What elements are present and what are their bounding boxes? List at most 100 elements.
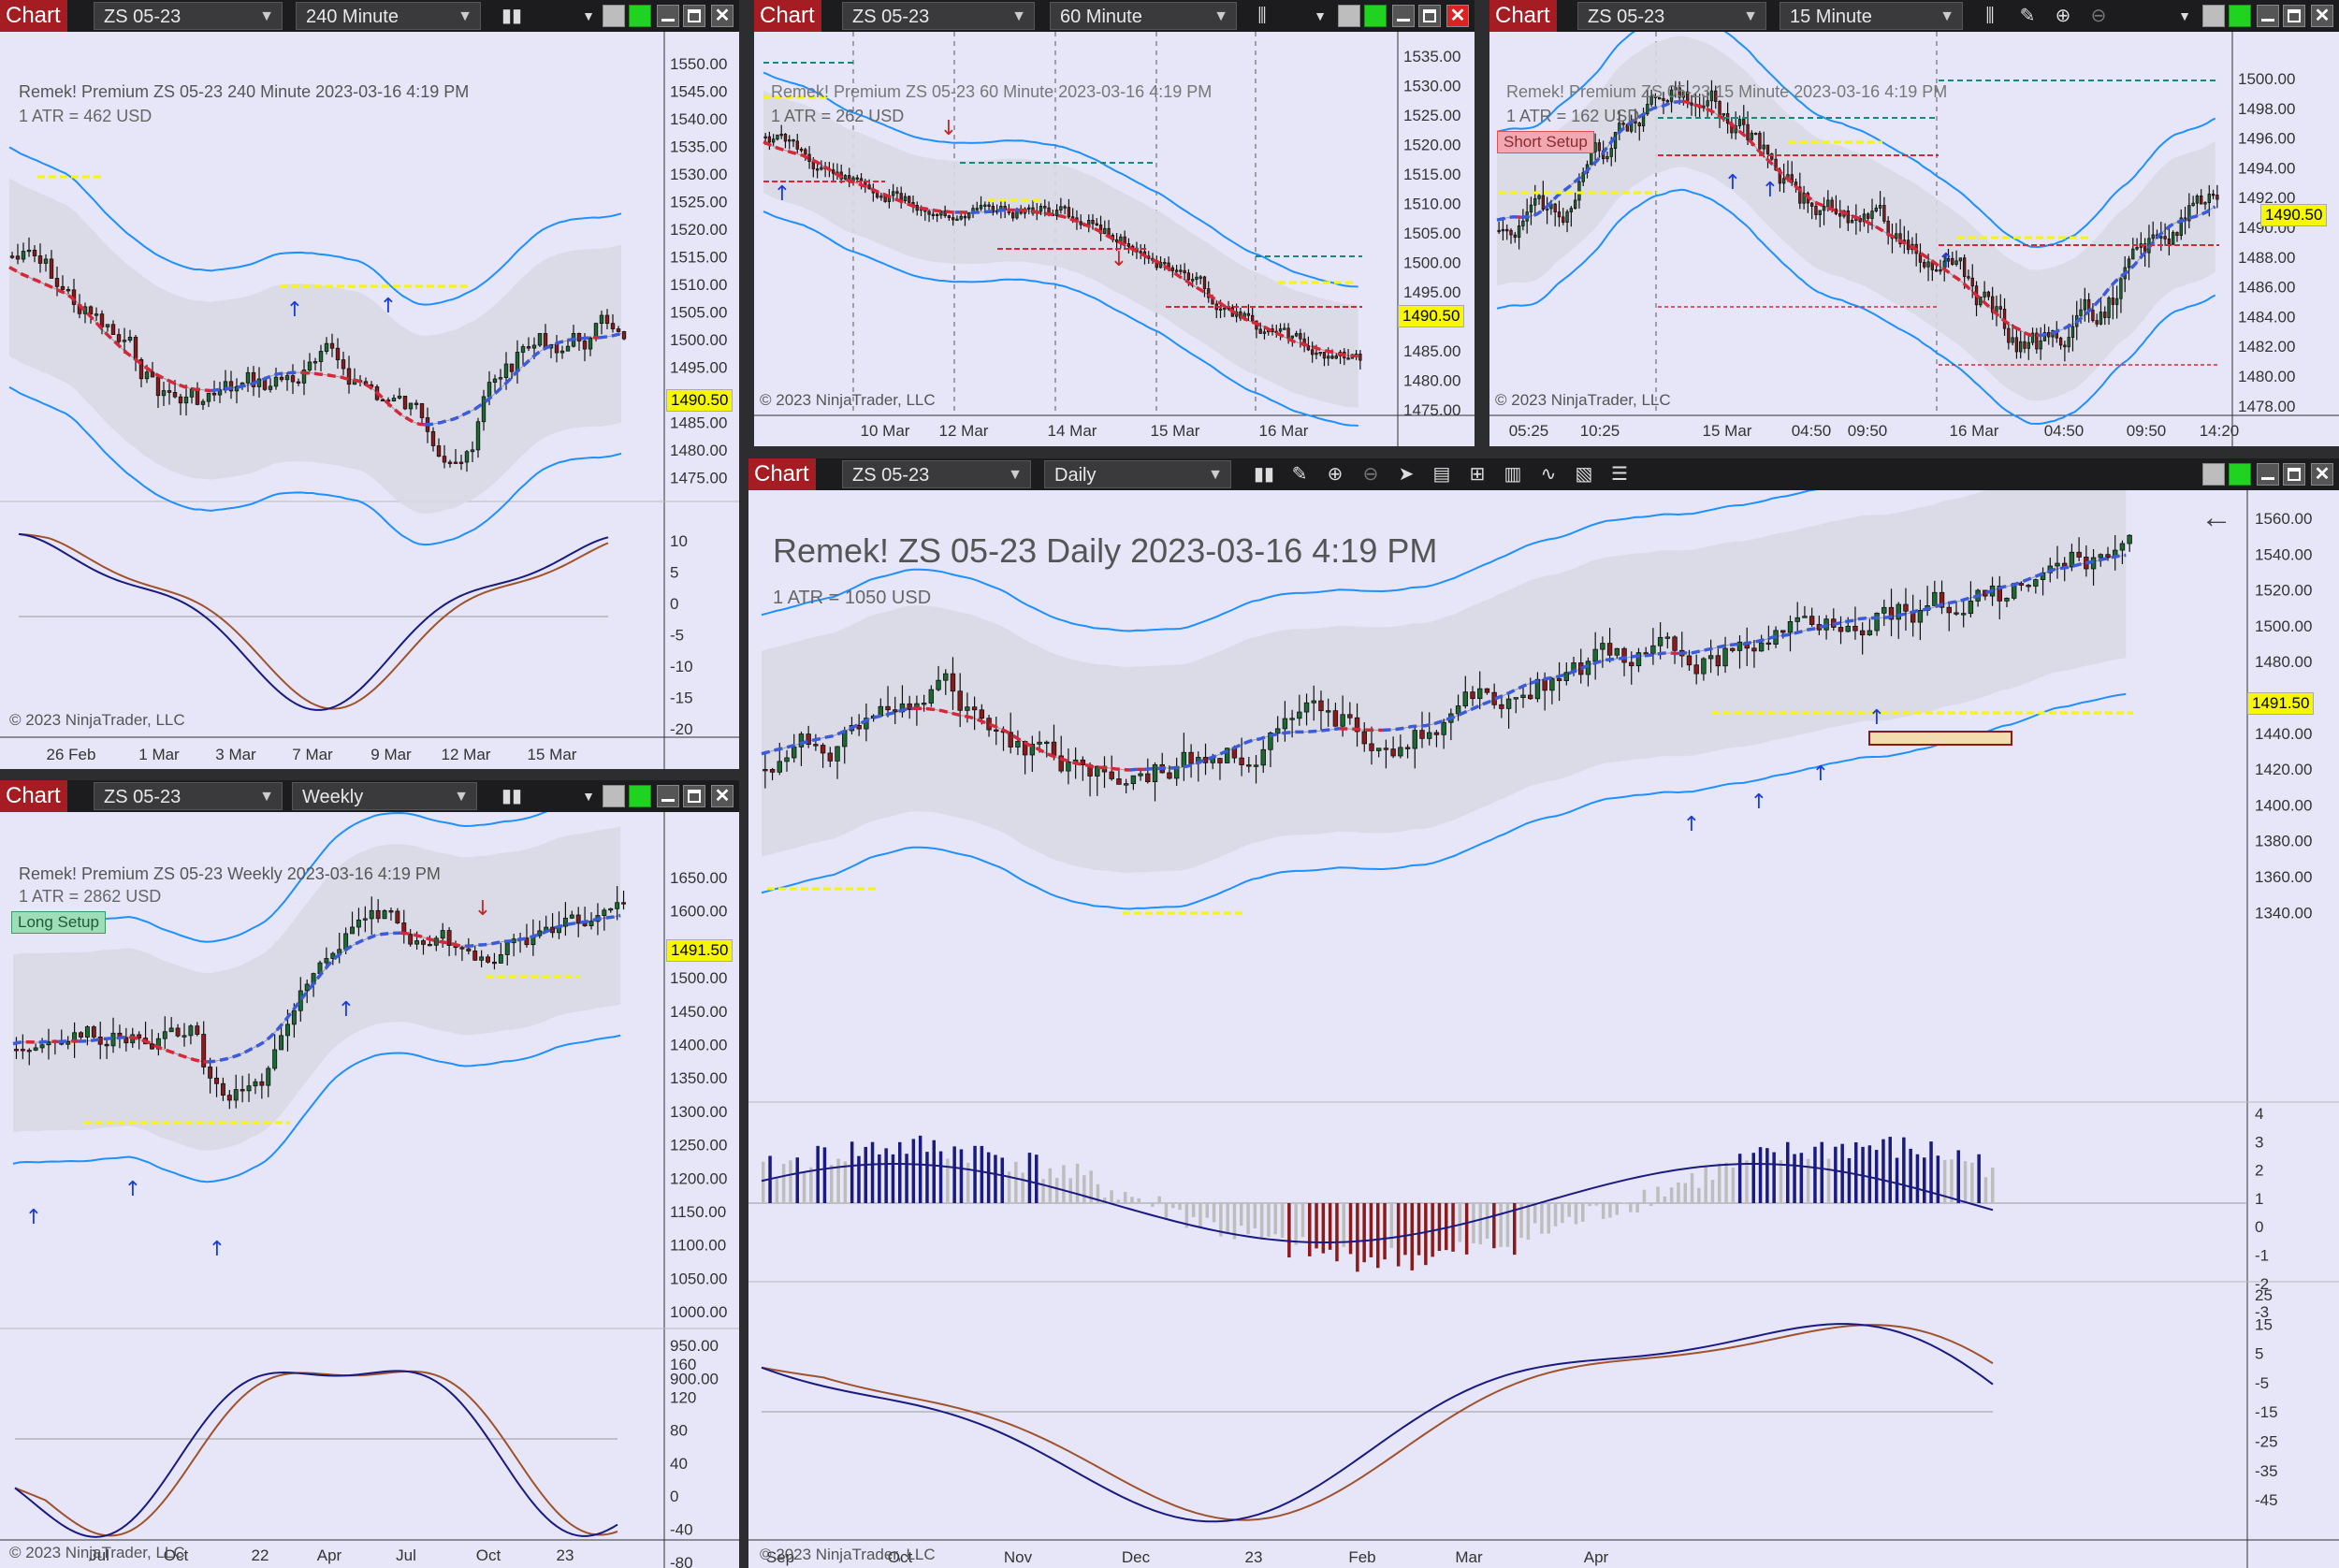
chart-plot-area[interactable]: ↑ ↓ ↓ 1535.00 1530.00 1525.00 1520.00 1515.00 15… [754, 32, 1475, 446]
data-box-icon[interactable]: ▤ [1432, 464, 1451, 485]
instrument-selector[interactable]: ZS 05-23 ▼ [94, 782, 283, 810]
close-button[interactable]: ✕ [1446, 5, 1469, 27]
chart-toolbar: Chart ZS 05-23 ▼ 15 Minute ▼ ⫼ ✎ ⊕ ⊖ ▼ ✕ [1489, 0, 2339, 32]
chart-canvas[interactable]: ↑ ↓ ↓ 1535.00 1530.00 1525.00 1520.00 1515.00 15… [754, 32, 1475, 446]
zoom-out-icon[interactable]: ⊖ [1362, 464, 1379, 485]
chart-window-weekly[interactable]: Chart ZS 05-23 ▼ Weekly ▼ ▮▮ ▼ ✕ ↑ ↑ ↑ ↑ ↓ 1650… [0, 780, 739, 1568]
link-indicator-button[interactable] [1364, 5, 1387, 27]
close-button[interactable]: ✕ [711, 785, 734, 807]
zoom-in-icon[interactable]: ⊕ [1327, 464, 1344, 485]
chart-window-15min[interactable]: Chart ZS 05-23 ▼ 15 Minute ▼ ⫼ ✎ ⊕ ⊖ ▼ ✕ ↑… [1489, 0, 2339, 446]
window-color-button[interactable] [603, 785, 625, 807]
chevron-down-icon[interactable]: ▼ [2178, 8, 2191, 23]
chart-window-60min[interactable]: Chart ZS 05-23 ▼ 60 Minute ▼ ⫼ ▼ ✕ ↑ ↓ ↓ 1535… [754, 0, 1475, 446]
window-color-button[interactable] [1338, 5, 1360, 27]
minimize-button[interactable] [657, 785, 679, 807]
candle [1080, 759, 1086, 765]
bar-chart-icon[interactable]: ▮▮ [1253, 464, 1274, 485]
minimize-button[interactable] [1392, 5, 1415, 27]
maximize-button[interactable] [683, 785, 705, 807]
indicators-icon[interactable]: ∿ [1540, 464, 1557, 485]
candle [1637, 123, 1641, 126]
maximize-button[interactable] [1418, 5, 1441, 27]
back-arrow-icon[interactable]: ← [2201, 500, 2232, 535]
drawing-tool-icon[interactable]: ✎ [2019, 6, 2036, 26]
chevron-down-icon[interactable]: ▼ [1314, 8, 1327, 23]
date-tick-label: 12 Mar [939, 422, 989, 440]
instrument-selector[interactable]: ZS 05-23 ▼ [842, 2, 1035, 30]
window-color-button[interactable] [2202, 5, 2225, 27]
candle [1983, 291, 1986, 298]
pointer-icon[interactable]: ➤ [1398, 464, 1415, 485]
histogram-bar [1779, 1159, 1783, 1203]
maximize-button[interactable] [683, 5, 705, 27]
chart-canvas[interactable]: ↑↑↑↑↓1650.001600.001550.001500.001450.00… [0, 812, 739, 1568]
link-indicator-button[interactable] [629, 5, 651, 27]
chart-plot-area[interactable]: ↑ ↑ ↑ ↑ 1560.00 1540.00 1520.00 1500.00 1480.00 1… [748, 490, 2339, 1568]
candle [234, 385, 240, 392]
atr-label: 1 ATR = 2862 USD [19, 887, 162, 906]
chart-plot-area[interactable]: ↑ ↑ 1550.00 1545.00 1540.00 1535.00 1530.00 152… [0, 32, 739, 769]
chart-canvas[interactable]: ↑ ↑ ↑ ↑ 1560.00 1540.00 1520.00 1500.00 1480.00 1… [748, 490, 2339, 1568]
zoom-in-icon[interactable]: ⊕ [2055, 6, 2071, 26]
instrument-selector[interactable]: ZS 05-23 ▼ [842, 460, 1031, 488]
strategies-icon[interactable]: ▥ [1504, 464, 1522, 485]
maximize-button[interactable] [2283, 5, 2305, 27]
templates-icon[interactable]: ⊞ [1469, 464, 1486, 485]
link-indicator-button[interactable] [2229, 463, 2251, 486]
properties-icon[interactable]: ▧ [1575, 464, 1593, 485]
close-button[interactable]: ✕ [711, 5, 734, 27]
timeframe-selector[interactable]: 60 Minute ▼ [1050, 2, 1237, 30]
candle [769, 769, 776, 773]
chart-canvas[interactable]: ↑ ↑↑1500.001498.001496.001494.001492.0014… [1489, 32, 2339, 446]
chart-canvas[interactable]: ↑ ↑ 1550.00 1545.00 1540.00 1535.00 1530.00 152… [0, 32, 739, 769]
date-tick-label: Nov [1004, 1548, 1033, 1566]
candle [1537, 195, 1541, 199]
histogram-bar [884, 1148, 888, 1203]
close-button[interactable]: ✕ [2311, 463, 2333, 486]
candle [1063, 206, 1067, 209]
instrument-selector[interactable]: ZS 05-23 ▼ [94, 2, 283, 30]
window-color-button[interactable] [2202, 463, 2225, 486]
close-button[interactable]: ✕ [2311, 5, 2333, 27]
candle [1497, 229, 1501, 233]
instrument-selector[interactable]: ZS 05-23 ▼ [1577, 2, 1766, 30]
timeframe-selector[interactable]: Weekly ▼ [292, 782, 477, 810]
histogram-bar [1103, 1197, 1107, 1203]
minimize-button[interactable] [657, 5, 679, 27]
chevron-down-icon[interactable]: ▼ [582, 789, 595, 804]
histogram-bar [816, 1145, 820, 1203]
candle [301, 370, 307, 384]
chevron-down-icon[interactable]: ▼ [582, 8, 595, 23]
bar-chart-icon[interactable]: ▮▮ [501, 6, 522, 26]
candle [21, 251, 26, 260]
candle [1917, 610, 1924, 623]
drawing-tool-icon[interactable]: ✎ [1291, 464, 1308, 485]
bar-chart-icon[interactable]: ⫼ [1257, 6, 1267, 26]
candle [1878, 205, 1882, 209]
timeframe-selector[interactable]: Daily ▼ [1044, 460, 1231, 488]
bar-chart-icon[interactable]: ⫼ [1985, 6, 1995, 26]
candle [1932, 591, 1938, 606]
window-color-button[interactable] [603, 5, 625, 27]
timeframe-selector[interactable]: 240 Minute ▼ [296, 2, 481, 30]
minimize-button[interactable] [2257, 463, 2279, 486]
chart-plot-area[interactable]: ↑ ↑ ↑ 1500.00 1498.00 1496.00 1494.00 1492.00 14… [1489, 32, 2339, 446]
histogram-bar [1445, 1203, 1448, 1251]
link-indicator-button[interactable] [2229, 5, 2251, 27]
histogram-bar [1062, 1165, 1066, 1203]
chart-window-daily[interactable]: Chart ZS 05-23 ▼ Daily ▼ ▮▮ ✎ ⊕ ⊖ ➤ ▤ ⊞ ▥ … [748, 458, 2339, 1568]
candle [2091, 310, 2095, 321]
bar-chart-icon[interactable]: ▮▮ [501, 786, 522, 806]
list-icon[interactable]: ☰ [1611, 464, 1628, 485]
minimize-button[interactable] [2257, 5, 2279, 27]
zoom-out-icon[interactable]: ⊖ [2090, 6, 2107, 26]
chart-window-240min[interactable]: Chart ZS 05-23 ▼ 240 Minute ▼ ▮▮ ▼ ✕ ↑ ↑ 155… [0, 0, 739, 769]
timeframe-selector[interactable]: 15 Minute ▼ [1780, 2, 1963, 30]
link-indicator-button[interactable] [629, 785, 651, 807]
candle [245, 371, 251, 384]
histogram-bar [1342, 1203, 1345, 1247]
chart-plot-area[interactable]: ↑↑↑↑↓1650.001600.001550.001500.001450.00… [0, 812, 739, 1568]
maximize-button[interactable] [2283, 463, 2305, 486]
price-tick-label: 1000.00 [670, 1303, 727, 1321]
